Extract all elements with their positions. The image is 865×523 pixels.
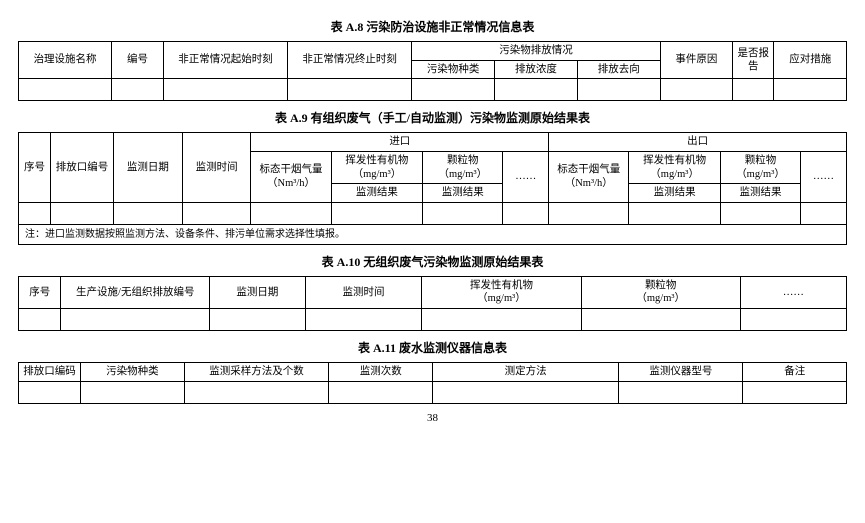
th-remark: 备注: [743, 363, 847, 382]
th-pm-in: 颗粒物（mg/m³）: [423, 151, 503, 183]
table-a10-title: 表 A.10 无组织废气污染物监测原始结果表: [18, 253, 847, 270]
th-name: 治理设施名称: [19, 42, 112, 79]
th-result-voc-in: 监测结果: [331, 184, 423, 203]
th-start: 非正常情况起始时刻: [163, 42, 287, 79]
th-conc: 排放浓度: [495, 60, 578, 79]
th-date: 监测日期: [114, 133, 183, 203]
th-ell-out: ……: [801, 151, 847, 202]
table-row: [19, 79, 847, 101]
table-a8-title: 表 A.8 污染防治设施非正常情况信息表: [18, 18, 847, 35]
table-row: [19, 309, 847, 331]
th-result-voc-out: 监测结果: [629, 184, 721, 203]
th-time: 监测时间: [182, 133, 251, 203]
table-a10: 序号 生产设施/无组织排放编号 监测日期 监测时间 挥发性有机物（mg/m³） …: [18, 276, 847, 331]
th-facility: 生产设施/无组织排放编号: [61, 276, 210, 308]
table-a9-title: 表 A.9 有组织废气（手工/自动监测）污染物监测原始结果表: [18, 109, 847, 126]
table-a11: 排放口编码 污染物种类 监测采样方法及个数 监测次数 测定方法 监测仪器型号 备…: [18, 362, 847, 404]
th-reported: 是否报告: [733, 42, 774, 79]
th-voc: 挥发性有机物（mg/m³）: [422, 276, 581, 308]
th-date: 监测日期: [210, 276, 306, 308]
th-type: 污染物种类: [81, 363, 185, 382]
th-outlet-code: 排放口编码: [19, 363, 81, 382]
th-outlet-code: 排放口编号: [51, 133, 114, 203]
th-outlet: 出口: [549, 133, 847, 152]
table-note: 注：进口监测数据按照监测方法、设备条件、排污单位需求选择性填报。: [19, 224, 847, 244]
table-a9: 序号 排放口编号 监测日期 监测时间 进口 出口 标态干烟气量（Nm³/h） 挥…: [18, 132, 847, 245]
th-inlet: 进口: [251, 133, 549, 152]
th-time: 监测时间: [305, 276, 422, 308]
table-row: [19, 381, 847, 403]
th-end: 非正常情况终止时刻: [288, 42, 412, 79]
th-seq: 序号: [19, 133, 51, 203]
th-ell: ……: [740, 276, 846, 308]
th-result-pm-out: 监测结果: [720, 184, 800, 203]
th-code: 编号: [112, 42, 164, 79]
table-a11-title: 表 A.11 废水监测仪器信息表: [18, 339, 847, 356]
th-instrument: 监测仪器型号: [619, 363, 743, 382]
th-pm-out: 颗粒物（mg/m³）: [720, 151, 800, 183]
th-pollutant-group: 污染物排放情况: [412, 42, 660, 61]
page-number: 38: [18, 412, 847, 424]
th-voc-in: 挥发性有机物（mg/m³）: [331, 151, 423, 183]
th-pm: 颗粒物（mg/m³）: [581, 276, 740, 308]
th-gas-in: 标态干烟气量（Nm³/h）: [251, 151, 331, 202]
table-a8: 治理设施名称 编号 非正常情况起始时刻 非正常情况终止时刻 污染物排放情况 事件…: [18, 41, 847, 101]
th-type: 污染物种类: [412, 60, 495, 79]
th-reason: 事件原因: [660, 42, 732, 79]
th-seq: 序号: [19, 276, 61, 308]
th-ell-in: ……: [503, 151, 549, 202]
th-freq: 监测次数: [329, 363, 433, 382]
table-row: [19, 202, 847, 224]
th-method: 测定方法: [432, 363, 618, 382]
th-result-pm-in: 监测结果: [423, 184, 503, 203]
th-measures: 应对措施: [774, 42, 847, 79]
th-gas-out: 标态干烟气量（Nm³/h）: [549, 151, 629, 202]
th-method-count: 监测采样方法及个数: [184, 363, 329, 382]
th-voc-out: 挥发性有机物（mg/m³）: [629, 151, 721, 183]
th-dir: 排放去向: [577, 60, 660, 79]
